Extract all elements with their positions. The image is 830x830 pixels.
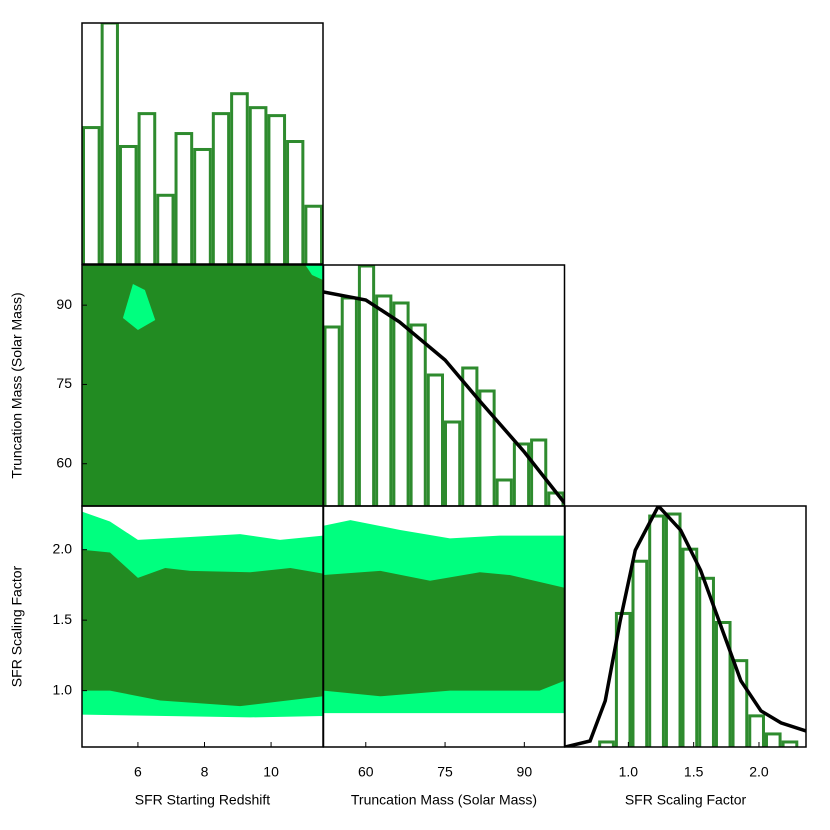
contour-region: [82, 265, 323, 506]
x-tick-label: 8: [201, 764, 209, 780]
histogram-bar: [392, 301, 410, 506]
histogram-bar: [156, 193, 175, 264]
histogram-bar: [137, 112, 157, 264]
histogram-bar: [409, 323, 427, 506]
y-axis-label: SFR Scaling Factor: [9, 565, 25, 687]
x-tick-label: 1.5: [684, 764, 704, 780]
y-tick-label: 2.0: [53, 540, 73, 556]
histogram-bar: [174, 132, 194, 264]
histogram-bar: [267, 114, 287, 264]
histogram-bar: [698, 576, 715, 747]
histogram-bar: [648, 514, 665, 747]
histogram-bar: [375, 294, 393, 506]
histogram-bar: [357, 265, 376, 506]
histogram-bar: [118, 144, 138, 264]
histogram-bar: [631, 559, 649, 747]
histogram-bar: [248, 106, 268, 264]
panel: [565, 506, 806, 747]
histogram-bar: [748, 714, 765, 747]
histogram-bar: [304, 204, 323, 264]
contour-region: [305, 265, 323, 281]
x-axis-label: SFR Scaling Factor: [625, 792, 747, 808]
histogram-bar: [461, 366, 479, 506]
y-tick-label: 1.5: [53, 611, 73, 627]
x-tick-label: 90: [517, 764, 533, 780]
panel: [82, 511, 323, 718]
histogram-bar: [323, 325, 341, 506]
x-tick-label: 75: [437, 764, 453, 780]
y-tick-label: 60: [56, 454, 72, 470]
x-axis-label: Truncation Mass (Solar Mass): [351, 792, 537, 808]
x-tick-label: 1.0: [619, 764, 639, 780]
panel: [323, 520, 565, 714]
histogram-bar: [426, 373, 444, 506]
histogram-bar: [340, 296, 358, 506]
x-tick-label: 2.0: [749, 764, 769, 780]
panel: [82, 265, 323, 506]
histogram-bar: [478, 389, 496, 506]
histogram-bar: [444, 420, 462, 506]
histogram-bar: [681, 547, 699, 747]
contour-region: [323, 570, 565, 697]
histogram-bar: [512, 442, 531, 506]
panel-frame: [81, 22, 324, 265]
histogram-bar: [286, 140, 305, 264]
x-tick-label: 60: [358, 764, 374, 780]
histogram-bar: [211, 112, 231, 264]
y-tick-label: 75: [56, 375, 72, 391]
histogram-bar: [495, 478, 513, 506]
panel: [82, 23, 323, 264]
y-tick-label: 90: [56, 296, 72, 312]
fit-curve: [323, 290, 565, 505]
fit-curve: [565, 506, 806, 747]
histogram-bar: [82, 126, 101, 264]
x-axis-label: SFR Starting Redshift: [135, 792, 270, 808]
histogram-bar: [530, 438, 548, 506]
histogram-bar: [193, 147, 212, 264]
panel-frame: [564, 505, 807, 748]
panel: [323, 265, 565, 506]
histogram-bar: [781, 740, 799, 747]
contour-region: [82, 549, 323, 707]
histogram-bar: [764, 732, 782, 747]
histogram-bar: [598, 740, 615, 747]
y-tick-label: 1.0: [53, 681, 73, 697]
histogram-bar: [664, 512, 682, 747]
histogram-bar: [230, 92, 249, 264]
x-tick-label: 6: [134, 764, 142, 780]
histogram-bar: [714, 620, 732, 747]
y-axis-label: Truncation Mass (Solar Mass): [9, 292, 25, 478]
x-tick-label: 10: [263, 764, 279, 780]
contour-region: [122, 284, 156, 331]
histogram-bar: [100, 23, 119, 264]
histogram-bar: [731, 659, 749, 747]
